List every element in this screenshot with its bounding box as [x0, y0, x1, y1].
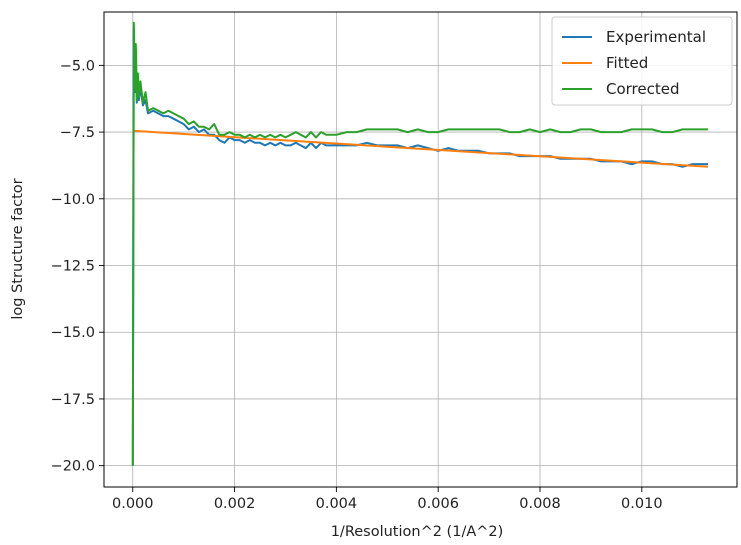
- legend-label-fitted: Fitted: [606, 54, 648, 72]
- x-tick-label: 0.008: [519, 496, 561, 512]
- series-line-experimental: [131, 27, 708, 466]
- y-tick-label: −7.5: [60, 125, 95, 141]
- series-line-corrected: [131, 21, 708, 466]
- series-line-fitted: [132, 129, 709, 168]
- legend-label-corrected: Corrected: [606, 80, 680, 98]
- x-axis-ticks: 0.000 0.002 0.004 0.006 0.008 0.010: [112, 487, 663, 512]
- legend: Experimental Fitted Corrected: [551, 16, 733, 106]
- x-tick-label: 0.006: [417, 496, 459, 512]
- series-layer: [131, 21, 709, 466]
- y-tick-label: −20.0: [51, 459, 95, 475]
- legend-label-experimental: Experimental: [606, 28, 706, 46]
- x-axis-label: 1/Resolution^2 (1/A^2): [331, 524, 504, 540]
- y-tick-label: −10.0: [51, 192, 95, 208]
- y-axis-label: log Structure factor: [10, 178, 26, 319]
- legend-box: [551, 16, 733, 106]
- y-tick-label: −12.5: [51, 259, 95, 275]
- y-axis-ticks: −5.0 −7.5 −10.0 −12.5 −15.0 −17.5 −20.0: [51, 58, 104, 475]
- x-tick-label: 0.002: [214, 496, 256, 512]
- y-tick-label: −17.5: [51, 392, 95, 408]
- plot-frame: [103, 11, 738, 488]
- x-tick-label: 0.004: [316, 496, 358, 512]
- x-tick-label: 0.000: [112, 496, 154, 512]
- x-tick-label: 0.010: [621, 496, 663, 512]
- y-tick-label: −5.0: [60, 58, 95, 74]
- y-tick-label: −15.0: [51, 325, 95, 341]
